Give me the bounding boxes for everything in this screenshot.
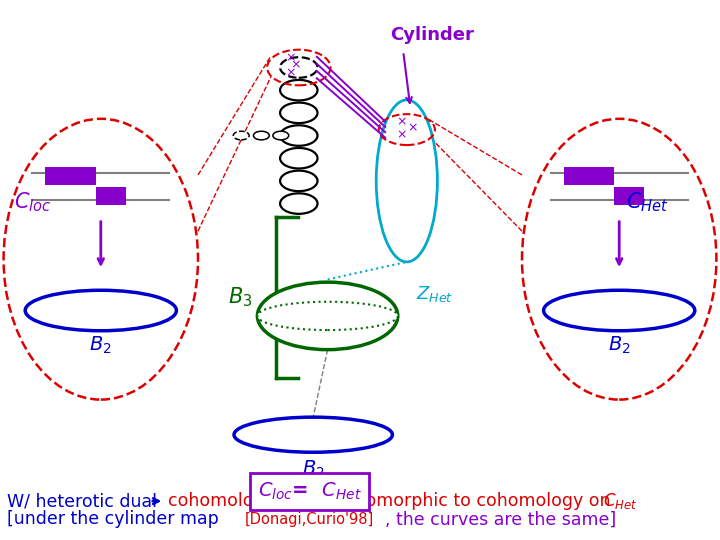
Bar bbox=[96, 187, 126, 205]
Ellipse shape bbox=[280, 193, 318, 214]
Text: ×: × bbox=[291, 58, 301, 71]
Ellipse shape bbox=[280, 171, 318, 191]
Ellipse shape bbox=[258, 282, 397, 350]
Text: [Donagi,Curio'98]: [Donagi,Curio'98] bbox=[245, 512, 374, 527]
Text: ×: × bbox=[408, 122, 418, 134]
Ellipse shape bbox=[280, 148, 318, 168]
Text: isomorphic to cohomology on: isomorphic to cohomology on bbox=[346, 492, 616, 510]
Text: $C_{loc}$=  $C_{Het}$: $C_{loc}$= $C_{Het}$ bbox=[258, 481, 361, 502]
Text: ×: × bbox=[285, 66, 295, 79]
Ellipse shape bbox=[280, 57, 318, 78]
Ellipse shape bbox=[280, 103, 318, 123]
Ellipse shape bbox=[280, 125, 318, 146]
Text: $C_{loc}$: $C_{loc}$ bbox=[306, 491, 338, 511]
Text: , the curves are the same]: , the curves are the same] bbox=[385, 510, 616, 529]
Bar bbox=[564, 167, 614, 185]
Text: $B_2$: $B_2$ bbox=[89, 335, 112, 356]
Text: $C_{Het}$: $C_{Het}$ bbox=[603, 491, 638, 511]
Ellipse shape bbox=[253, 131, 269, 140]
Text: ×: × bbox=[285, 51, 295, 64]
Text: $B_3$: $B_3$ bbox=[228, 286, 253, 309]
Text: $C_{Het}$: $C_{Het}$ bbox=[626, 191, 669, 214]
Text: $B_2$: $B_2$ bbox=[608, 335, 631, 356]
Ellipse shape bbox=[522, 119, 716, 400]
Bar bbox=[45, 167, 96, 185]
Bar bbox=[614, 187, 644, 205]
Ellipse shape bbox=[25, 290, 176, 330]
Ellipse shape bbox=[280, 80, 318, 100]
Text: ×: × bbox=[396, 129, 406, 141]
Text: cohomology on: cohomology on bbox=[168, 492, 313, 510]
Ellipse shape bbox=[234, 417, 392, 453]
Text: $Z_{Het}$: $Z_{Het}$ bbox=[416, 284, 453, 305]
Text: W/ heterotic dual: W/ heterotic dual bbox=[7, 492, 163, 510]
Text: Cylinder: Cylinder bbox=[390, 26, 474, 44]
Text: ×: × bbox=[396, 115, 406, 128]
Text: $C_{loc}$: $C_{loc}$ bbox=[14, 191, 52, 214]
Text: $B_2$: $B_2$ bbox=[302, 459, 325, 481]
Ellipse shape bbox=[544, 290, 695, 330]
Ellipse shape bbox=[258, 302, 397, 330]
Text: [under the cylinder map: [under the cylinder map bbox=[7, 510, 225, 529]
Ellipse shape bbox=[4, 119, 198, 400]
Ellipse shape bbox=[273, 131, 289, 140]
Ellipse shape bbox=[233, 131, 249, 140]
Ellipse shape bbox=[376, 100, 438, 262]
